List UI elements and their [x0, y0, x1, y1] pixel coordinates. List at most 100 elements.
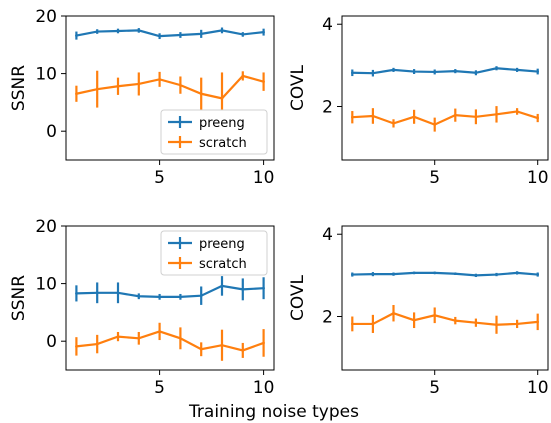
data-point [412, 271, 416, 275]
data-point [220, 29, 224, 32]
data-point [433, 123, 437, 126]
data-point [75, 292, 78, 295]
data-point [158, 330, 161, 333]
y-tick-label: 10 [35, 275, 57, 295]
data-point [199, 294, 203, 297]
legend-label-preeng: preeng [199, 116, 245, 131]
data-point [179, 83, 182, 87]
series-line-scratch [76, 330, 264, 352]
chart-panel-4: 2 4 5 10 COVL [288, 225, 549, 398]
data-point [412, 318, 416, 322]
data-point [454, 113, 457, 117]
series-preeng [351, 66, 539, 77]
y-tick-label: 4 [322, 15, 333, 35]
series-line-scratch [76, 74, 264, 100]
data-point [412, 70, 416, 73]
data-point [371, 71, 375, 75]
data-point [371, 322, 375, 326]
series-scratch [351, 304, 539, 334]
chart-panel-1: 0 10 20 5 10 SSNR preeng scratch [9, 7, 275, 188]
data-point [241, 349, 245, 352]
x-axis-label: Training noise types [188, 402, 359, 422]
series-line-scratch [352, 110, 539, 126]
axes-frame [341, 225, 549, 371]
y-tick-label: 10 [35, 65, 57, 85]
data-point [116, 84, 120, 88]
data-point [137, 82, 141, 86]
data-point [495, 323, 498, 327]
data-point [179, 337, 182, 340]
data-point [474, 71, 478, 75]
x-tick-label: 10 [253, 168, 275, 188]
data-point [392, 122, 395, 125]
data-point [95, 342, 99, 346]
data-point [179, 295, 182, 299]
data-point [495, 66, 498, 70]
data-point [116, 291, 120, 295]
data-point [351, 71, 354, 75]
data-point [241, 33, 245, 36]
legend-label-scratch: scratch [199, 136, 247, 151]
y-tick-label: 2 [322, 98, 333, 118]
data-point [515, 110, 519, 113]
data-point [433, 70, 437, 74]
series-line-scratch [352, 312, 538, 326]
data-point [95, 30, 99, 33]
y-tick-label: 2 [322, 308, 333, 328]
series-line-preeng [76, 284, 264, 298]
y-tick-label: 4 [322, 225, 333, 245]
data-point [474, 321, 478, 324]
data-point [179, 33, 182, 37]
legend-label-preeng: preeng [199, 237, 245, 252]
axes-frame [65, 225, 275, 371]
data-point [95, 87, 99, 91]
x-tick-label: 5 [429, 168, 440, 188]
data-point [433, 271, 437, 275]
data-point [454, 272, 457, 276]
data-point [262, 341, 265, 345]
x-tick-label: 10 [253, 378, 275, 398]
data-point [495, 273, 498, 276]
y-axis-label: SSNR [9, 65, 29, 111]
data-point [454, 69, 457, 73]
data-point [75, 345, 78, 348]
data-point [495, 113, 498, 116]
data-point [220, 97, 224, 100]
axes-frame [341, 15, 549, 161]
data-point [75, 92, 78, 96]
data-point [392, 68, 395, 72]
series-line-preeng [76, 29, 264, 38]
data-point [137, 29, 141, 32]
y-axis-label: COVL [288, 64, 308, 111]
data-point [241, 74, 245, 78]
data-point [474, 115, 478, 119]
data-point [392, 311, 395, 315]
data-point [220, 284, 224, 288]
data-point [433, 313, 437, 317]
series-scratch [351, 106, 539, 132]
data-point [116, 29, 120, 33]
data-point [199, 32, 203, 36]
series-preeng [75, 276, 265, 305]
axes-frame [65, 15, 275, 161]
data-point [262, 30, 265, 34]
data-point [371, 272, 375, 276]
data-point [515, 271, 519, 275]
data-point [158, 34, 161, 38]
data-point [474, 274, 478, 277]
series-preeng [75, 27, 265, 40]
x-tick-label: 5 [154, 168, 165, 188]
data-point [158, 295, 161, 299]
y-tick-label: 0 [46, 122, 57, 142]
data-point [536, 273, 539, 276]
x-tick-label: 5 [154, 378, 165, 398]
y-tick-label: 20 [35, 7, 57, 27]
data-point [137, 337, 141, 340]
series-line-preeng [352, 67, 538, 75]
y-tick-label: 0 [46, 332, 57, 352]
x-tick-label: 10 [527, 378, 549, 398]
data-point [199, 347, 203, 351]
data-point [95, 291, 99, 295]
data-point [515, 68, 519, 72]
